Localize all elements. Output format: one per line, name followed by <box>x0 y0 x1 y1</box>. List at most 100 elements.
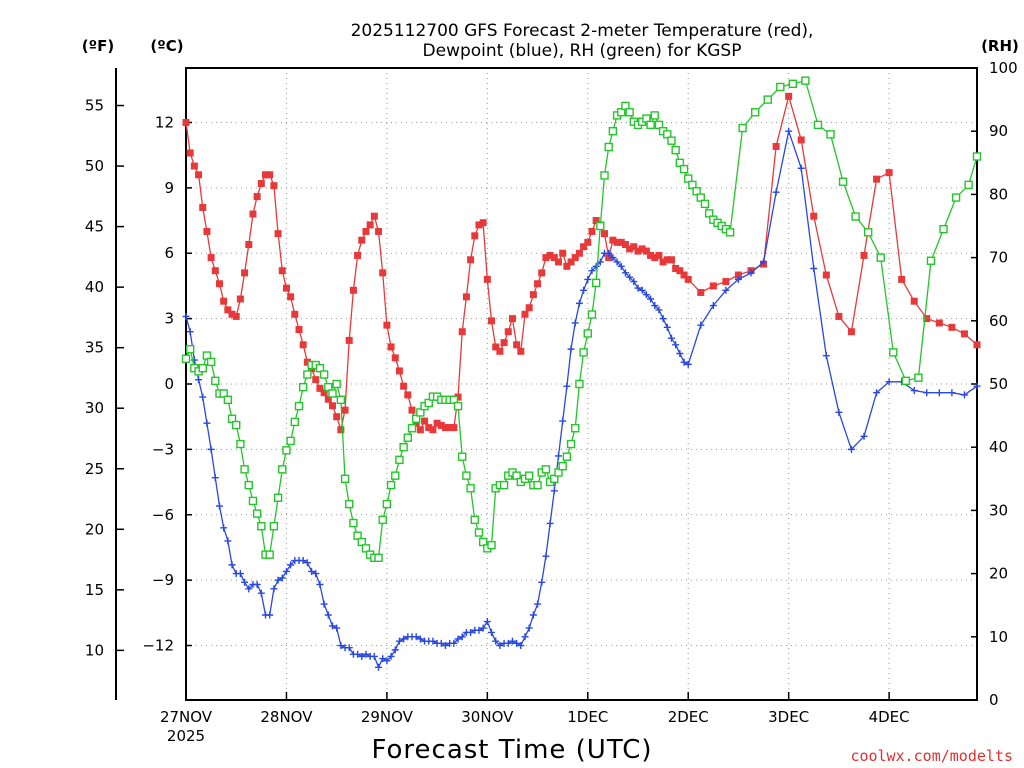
temperature-point <box>534 280 542 288</box>
temperature-point <box>584 238 592 246</box>
fahrenheit-tick-label: 50 <box>85 157 104 175</box>
rh-point <box>646 120 655 130</box>
rh-point <box>608 126 618 136</box>
rh-point <box>801 76 810 85</box>
dewpoint-point <box>948 389 956 397</box>
fahrenheit-tick-label: 10 <box>85 641 104 659</box>
dewpoint-point <box>609 254 617 262</box>
temperature-point <box>592 217 600 225</box>
dewpoint-point <box>362 650 370 658</box>
time-tick-label: 30NOV <box>461 708 514 726</box>
rh-point <box>391 471 400 480</box>
temperature-point <box>232 312 240 320</box>
fahrenheit-tick-label: 45 <box>85 218 104 236</box>
temperature-point <box>262 171 270 179</box>
celsius-axis: 12 9 6 3 0 −3 −6 −9 −12 <box>142 113 192 655</box>
rh-point <box>826 130 835 139</box>
dewpoint-point <box>207 445 215 453</box>
dewpoint-point <box>278 574 286 582</box>
temperature-point <box>450 424 458 432</box>
rh-point <box>386 480 396 490</box>
dewpoint-point <box>282 567 290 575</box>
dewpoint-point <box>873 389 881 397</box>
dewpoint-point <box>567 345 575 353</box>
rh-point <box>725 228 735 237</box>
dewpoint-point <box>182 312 190 320</box>
rh-point <box>579 348 588 357</box>
rh-point <box>470 515 479 525</box>
rh-point <box>939 224 948 234</box>
rh-point <box>972 152 982 161</box>
dewpoint-point <box>257 589 265 597</box>
rh-point <box>600 171 609 180</box>
rh-tick-label: 20 <box>989 565 1008 583</box>
rh-point <box>901 376 911 386</box>
temperature-point <box>429 426 437 434</box>
dewpoint-point <box>287 561 295 569</box>
rh-point <box>458 452 467 461</box>
credit-link[interactable]: coolwx.com/modelts <box>850 747 1013 765</box>
temperature-point <box>328 402 336 410</box>
dewpoint-point <box>542 552 550 560</box>
dewpoint-point <box>697 321 705 329</box>
temperature-point <box>488 317 496 325</box>
temperature-point <box>320 389 328 397</box>
dewpoint-point <box>659 315 667 323</box>
rh-point <box>667 136 676 145</box>
rh-point <box>278 465 287 474</box>
rh-point <box>374 553 383 562</box>
rh-point <box>286 436 295 446</box>
dewpoint-point <box>517 642 525 650</box>
temperature-point <box>885 169 893 177</box>
rh-point <box>340 474 350 483</box>
rh-point <box>566 439 576 449</box>
celsius-tick-label: −3 <box>152 440 174 458</box>
chart-title-line1: 2025112700 GFS Forecast 2-meter Temperat… <box>351 21 814 41</box>
temperature-point <box>571 254 579 262</box>
temperature-point <box>375 227 383 235</box>
temperature-point <box>404 391 412 399</box>
dewpoint-point <box>513 639 521 647</box>
rh-point <box>596 221 605 231</box>
dewpoint-point <box>722 286 730 294</box>
dewpoint-point <box>613 258 621 266</box>
dewpoint-point <box>634 284 642 292</box>
rh-point <box>244 480 253 490</box>
temperature-point <box>538 269 546 277</box>
dewpoint-point <box>910 387 918 395</box>
rh-point <box>964 180 973 190</box>
dewpoint-point <box>467 628 475 636</box>
dewpoint-point <box>450 639 458 647</box>
dewpoint-point <box>483 618 491 626</box>
temperature-point <box>672 264 680 272</box>
dewpoint-point <box>241 578 249 586</box>
time-tick-label: 4DEC <box>869 708 910 726</box>
chart-title-line2: Dewpoint (blue), RH (green) for KGSP <box>423 41 742 61</box>
dewpoint-point <box>655 306 663 314</box>
rh-tick-label: 70 <box>989 249 1008 267</box>
temperature-point <box>354 251 362 259</box>
dewpoint-point <box>333 624 341 632</box>
fahrenheit-tick-label: 15 <box>85 581 104 599</box>
temperature-point <box>362 227 370 235</box>
dewpoint-point <box>437 639 445 647</box>
dewpoint-point <box>663 323 671 331</box>
dewpoint-point <box>747 269 755 277</box>
rh-point <box>575 379 584 389</box>
rh-point <box>541 465 551 474</box>
temperature-point <box>935 319 943 327</box>
temperature-point <box>513 341 521 349</box>
rh-point <box>181 354 191 363</box>
temperature-point <box>278 267 286 275</box>
temperature-point <box>810 212 818 220</box>
rh-point <box>776 82 785 92</box>
rh-point <box>524 471 534 480</box>
dewpoint-point <box>676 349 684 357</box>
fahrenheit-tick-label: 30 <box>85 399 104 417</box>
temperature-point <box>517 347 525 355</box>
rh-point <box>269 522 279 531</box>
temperature-point <box>559 249 567 257</box>
dewpoint-point <box>642 291 650 299</box>
temperature-point <box>387 343 395 351</box>
